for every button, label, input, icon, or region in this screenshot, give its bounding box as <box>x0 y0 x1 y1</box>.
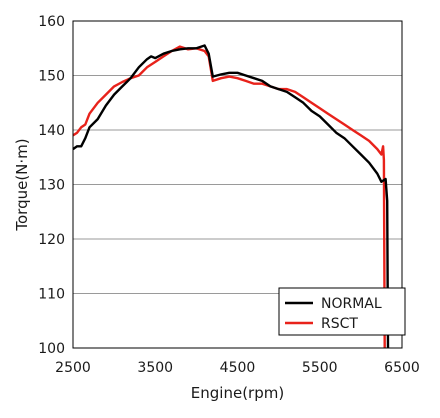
legend: NORMAL RSCT <box>278 287 406 336</box>
tick-labels: 100 110 120 130 140 150 160 2500 3500 4500 5500 650… <box>38 14 420 376</box>
legend-box <box>278 287 406 336</box>
x-tick-label: 6500 <box>384 360 420 376</box>
series-lines <box>72 44 390 349</box>
x-tick-label: 5500 <box>302 360 338 376</box>
y-tick-label: 110 <box>38 287 65 303</box>
y-tick-label: 120 <box>38 232 65 248</box>
x-tick-label: 2500 <box>55 360 91 376</box>
x-tick-label: 4500 <box>220 360 256 376</box>
legend-label-rsct: RSCT <box>321 316 358 332</box>
y-tick-label: 150 <box>38 69 65 85</box>
x-axis-label: Engine(rpm) <box>191 384 284 402</box>
legend-label-normal: NORMAL <box>321 296 382 312</box>
x-tick-label: 3500 <box>137 360 173 376</box>
series-line-normal <box>72 44 390 349</box>
y-axis-label: Torque(N·m) <box>13 138 31 231</box>
series-line-rsct <box>72 45 386 349</box>
y-tick-label: 100 <box>38 341 65 357</box>
y-tick-label: 140 <box>38 123 65 139</box>
y-tick-label: 130 <box>38 178 65 194</box>
plot-frame <box>72 20 403 349</box>
y-tick-label: 160 <box>38 14 65 30</box>
